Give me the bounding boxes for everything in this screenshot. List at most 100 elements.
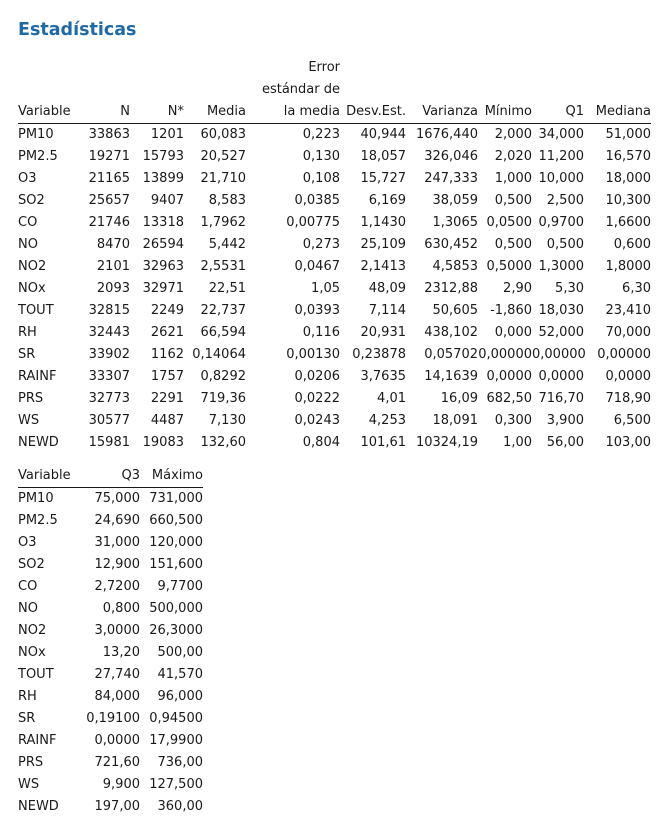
table-cell: 1,8000 xyxy=(605,259,652,274)
row-label: RAINF xyxy=(18,369,57,384)
row-label: SO2 xyxy=(18,193,45,208)
row-label: NEWD xyxy=(18,435,59,450)
row-label: NO xyxy=(18,237,38,252)
table-row: WS 30577 4487 7,130 0,0243 4,253 18,091 0,300 3,… xyxy=(18,410,651,432)
header-error-line3: la media xyxy=(246,101,340,124)
table-cell: 8,583 xyxy=(208,193,246,208)
table-cell: 103,00 xyxy=(605,435,652,450)
table-cell: 438,102 xyxy=(424,325,478,340)
table-cell: 27,740 xyxy=(94,667,141,682)
table-cell: 197,00 xyxy=(94,799,141,814)
table-cell: 2,500 xyxy=(546,193,584,208)
table-cell: 2,1413 xyxy=(360,259,407,274)
table-cell: 30577 xyxy=(88,413,130,428)
row-label: WS xyxy=(18,413,40,428)
row-label: TOUT xyxy=(18,667,54,682)
row-label: SO2 xyxy=(18,557,45,572)
table-cell: 132,60 xyxy=(200,435,247,450)
table-cell: 0,108 xyxy=(302,171,340,186)
table-cell: 75,000 xyxy=(94,491,141,506)
table-cell: 51,000 xyxy=(605,127,652,142)
table-cell: 0,500 xyxy=(494,193,532,208)
row-label: RH xyxy=(18,689,37,704)
page-title: Estadísticas xyxy=(18,20,137,40)
row-label: SR xyxy=(18,347,36,362)
table-cell: 21165 xyxy=(88,171,130,186)
table-row: NOx 2093 32971 22,51 1,05 48,09 2312,88 2,90 5,3… xyxy=(18,278,651,300)
row-label: TOUT xyxy=(18,303,54,318)
table-cell: 4487 xyxy=(150,413,184,428)
table-cell: 716,70 xyxy=(538,391,585,406)
table-cell: 21746 xyxy=(88,215,130,230)
table-row: CO 2,7200 9,7700 xyxy=(18,576,203,598)
row-label: NO xyxy=(18,601,38,616)
table-cell: 127,500 xyxy=(149,777,203,792)
table-cell: 0,130 xyxy=(302,149,340,164)
table-cell: 0,5000 xyxy=(486,259,533,274)
table-cell: 0,00000 xyxy=(478,347,532,362)
table-cell: 8470 xyxy=(96,237,130,252)
table-cell: 18,030 xyxy=(538,303,585,318)
table-cell: 7,114 xyxy=(368,303,406,318)
table-cell: 70,000 xyxy=(605,325,652,340)
table-cell: 40,944 xyxy=(360,127,407,142)
table-cell: 1,3065 xyxy=(432,215,479,230)
table-row: O3 31,000 120,000 xyxy=(18,532,203,554)
table-cell: 10324,19 xyxy=(415,435,478,450)
table-cell: 32971 xyxy=(142,281,184,296)
table-cell: 326,046 xyxy=(424,149,478,164)
table-cell: 1201 xyxy=(150,127,184,142)
table-row: PM10 33863 1201 60,083 0,223 40,944 1676,440 2,… xyxy=(18,124,651,147)
table-cell: 0,0393 xyxy=(294,303,341,318)
table-cell: 31,000 xyxy=(94,535,141,550)
table-cell: 247,333 xyxy=(424,171,478,186)
table-cell: 25657 xyxy=(88,193,130,208)
table-cell: 33863 xyxy=(88,127,130,142)
table-cell: 19271 xyxy=(88,149,130,164)
row-label: PRS xyxy=(18,755,44,770)
table-cell: 0,00775 xyxy=(286,215,340,230)
table-cell: 32815 xyxy=(88,303,130,318)
table-row: O3 21165 13899 21,710 0,108 15,727 247,333 1,00… xyxy=(18,168,651,190)
table-cell: 12,900 xyxy=(94,557,141,572)
table-cell: 34,000 xyxy=(538,127,585,142)
row-label: NO2 xyxy=(18,259,47,274)
table-cell: 15,727 xyxy=(360,171,407,186)
table-row: WS 9,900 127,500 xyxy=(18,774,203,796)
table-row: TOUT 32815 2249 22,737 0,0393 7,114 50,605 -1,8… xyxy=(18,300,651,322)
header-error-line1: Error xyxy=(308,60,340,75)
row-label: PM2.5 xyxy=(18,513,58,528)
row-label: SR xyxy=(18,711,36,726)
table-row: NEWD 197,00 360,00 xyxy=(18,796,203,818)
table-cell: 2291 xyxy=(150,391,184,406)
table-cell: 2249 xyxy=(150,303,184,318)
table-cell: 1,3000 xyxy=(538,259,585,274)
table-cell: 1676,440 xyxy=(415,127,478,142)
header-n: N xyxy=(78,101,130,124)
table-cell: 52,000 xyxy=(538,325,585,340)
table-cell: 32963 xyxy=(142,259,184,274)
table-cell: 500,00 xyxy=(157,645,204,660)
table-cell: 2,7200 xyxy=(94,579,141,594)
table-cell: 17,9900 xyxy=(149,733,203,748)
table-cell: 2101 xyxy=(96,259,130,274)
table-cell: 731,000 xyxy=(149,491,203,506)
table-row: NOx 13,20 500,00 xyxy=(18,642,203,664)
table-cell: 3,900 xyxy=(546,413,584,428)
table-cell: 0,500 xyxy=(494,237,532,252)
table-cell: 56,00 xyxy=(546,435,584,450)
table-cell: 2,90 xyxy=(503,281,532,296)
table-cell: 6,169 xyxy=(368,193,406,208)
table-cell: 2,020 xyxy=(494,149,532,164)
table-cell: 120,000 xyxy=(149,535,203,550)
header-varianza: Varianza xyxy=(406,101,478,124)
table-row: SR 0,19100 0,94500 xyxy=(18,708,203,730)
table-cell: 14,1639 xyxy=(424,369,478,384)
table-cell: 0,00000 xyxy=(532,347,586,362)
table-cell: 0,0000 xyxy=(538,369,585,384)
table-cell: 6,500 xyxy=(613,413,651,428)
table-cell: 1,00 xyxy=(503,435,532,450)
table-cell: 4,01 xyxy=(377,391,406,406)
table-cell: 5,30 xyxy=(555,281,584,296)
table-cell: 0,0000 xyxy=(486,369,533,384)
